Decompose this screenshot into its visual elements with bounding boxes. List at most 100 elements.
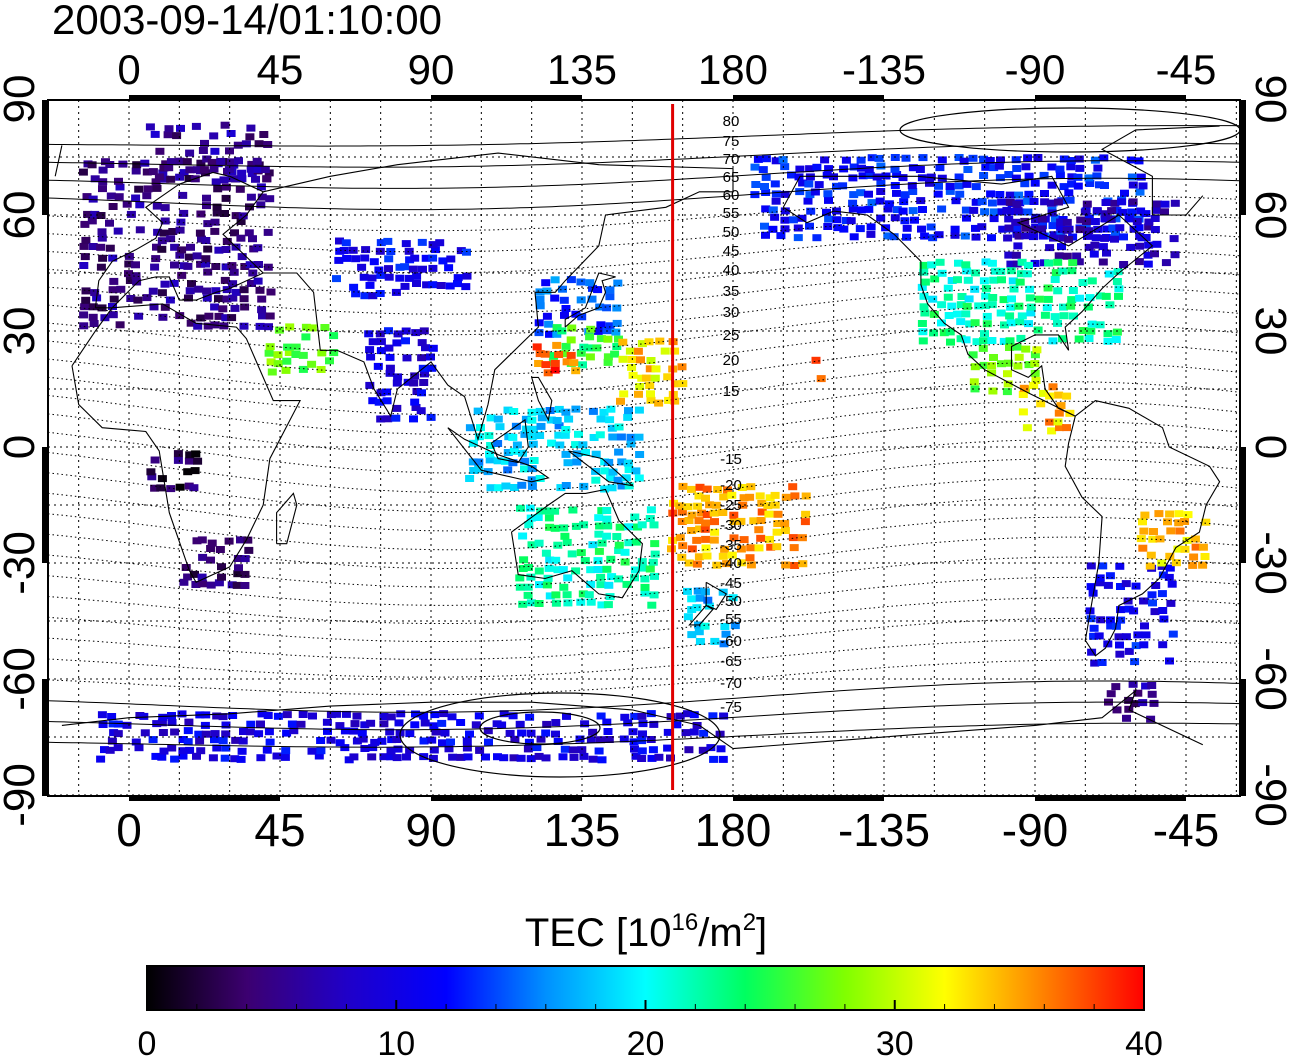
coastline-11 — [61, 688, 1204, 750]
tec-region-antarctica-coast — [96, 710, 729, 764]
colorbar-ticks: 0 10 20 30 40 — [138, 1000, 1163, 1057]
colorbar-tick-20: 20 — [627, 1025, 665, 1057]
top-tick-2: 90 — [408, 46, 455, 93]
contour-label-n50: 50 — [723, 224, 740, 241]
top-tick-6: -90 — [1005, 46, 1066, 93]
contour-label-n25: 25 — [723, 327, 740, 344]
contour-label-n45: 45 — [723, 243, 740, 260]
coastline-3 — [564, 272, 616, 328]
colorbar-tick-0: 0 — [138, 1025, 157, 1057]
contour-label-n30: 30 — [723, 304, 740, 321]
colorbar-title-suffix: ] — [756, 911, 767, 955]
coastline-2 — [263, 152, 734, 442]
contour-label-n65: 65 — [723, 169, 740, 186]
contour-label-n15: 15 — [723, 383, 740, 400]
left-tick-4: -30 — [0, 531, 44, 595]
right-tick-6: -90 — [1246, 763, 1292, 827]
contour-label-s35: -35 — [720, 537, 742, 554]
bottom-tick-1: 45 — [254, 804, 305, 856]
tec-region-central-africa — [146, 450, 203, 493]
coastline-15 — [531, 376, 553, 422]
left-tick-2: 30 — [0, 307, 44, 356]
coastline-5 — [705, 581, 728, 611]
tec-region-scandinavia-arctic — [145, 121, 273, 183]
bottom-tick-0: 0 — [116, 804, 142, 856]
colorbar-title: TEC [1016/m2] — [525, 909, 767, 955]
left-tick-3: 0 — [0, 435, 44, 459]
tec-region-north-pacific — [616, 337, 688, 407]
colorbar-title-unit-exponent: 2 — [743, 909, 756, 936]
tec-region-okinawa — [532, 341, 581, 377]
right-tick-4: -30 — [1246, 531, 1292, 595]
left-tick-5: -60 — [0, 647, 44, 711]
colorbar-tick-30: 30 — [876, 1025, 914, 1057]
contour-label-s70: -70 — [720, 675, 742, 692]
top-longitude-ticks: 0 45 90 135 180 -135 -90 -45 — [117, 46, 1216, 93]
bottom-tick-2: 90 — [405, 804, 456, 856]
coastline-13 — [490, 418, 529, 464]
coastline-9 — [54, 125, 1220, 216]
contour-label-s20: -20 — [720, 477, 742, 494]
top-tick-4: 180 — [698, 46, 768, 93]
right-tick-5: -60 — [1246, 647, 1292, 711]
contour-label-s25: -25 — [720, 497, 742, 514]
colorbar-gradient — [146, 965, 1145, 1011]
contour-label-s60: -60 — [720, 633, 742, 650]
right-tick-1: 60 — [1246, 191, 1292, 240]
right-tick-3: 0 — [1246, 435, 1292, 459]
frame-tick-bars — [42, 95, 1246, 801]
timestamp-title: 2003-09-14/01:10:00 — [52, 0, 442, 43]
contour-label-n80: 80 — [723, 113, 740, 130]
coastline-14 — [568, 450, 635, 487]
coastline-12 — [447, 427, 550, 483]
contour-label-s50: -50 — [720, 593, 742, 610]
contour-label-n55: 55 — [723, 205, 740, 222]
contour-label-s30: -30 — [720, 517, 742, 534]
contour-label-n70: 70 — [723, 151, 740, 168]
bottom-tick-6: -90 — [1002, 804, 1068, 856]
contour-label-n60: 60 — [723, 187, 740, 204]
contour-label-n35: 35 — [723, 283, 740, 300]
bottom-tick-4: 180 — [695, 804, 772, 856]
bottom-tick-5: -135 — [838, 804, 930, 856]
tec-region-canada-east — [1002, 198, 1180, 268]
coastlines — [54, 125, 1221, 750]
contour-label-s45: -45 — [720, 575, 742, 592]
contour-label-n75: 75 — [723, 133, 740, 150]
tec-region-india — [364, 327, 438, 423]
coastline-0 — [94, 171, 265, 309]
contour-label-s40: -40 — [720, 555, 742, 572]
contour-label-s55: -55 — [720, 611, 742, 628]
right-tick-0: 90 — [1246, 75, 1292, 124]
tec-region-japan-south — [548, 324, 623, 369]
coastline-6 — [688, 605, 714, 626]
tec-region-indonesia — [465, 405, 645, 493]
tec-region-south-africa — [179, 536, 254, 589]
top-tick-1: 45 — [257, 46, 304, 93]
tec-region-hawaii — [811, 356, 826, 383]
colorbar-tick-10: 10 — [377, 1025, 415, 1057]
contour-label-n40: 40 — [723, 262, 740, 279]
coastline-10 — [276, 492, 298, 545]
magnetic-contours — [48, 107, 1240, 778]
left-tick-1: 60 — [0, 191, 44, 240]
tec-region-southwest-pacific — [667, 482, 811, 569]
contour-label-s15: -15 — [720, 451, 742, 468]
tec-region-antarctic-peninsula — [1104, 680, 1159, 723]
bottom-tick-3: 135 — [544, 804, 621, 856]
right-tick-2: 30 — [1246, 307, 1292, 356]
colorbar: TEC [1016/m2] 0 10 20 30 40 — [138, 909, 1163, 1057]
contour-label-s75: -75 — [720, 699, 742, 716]
contour-label-n20: 20 — [723, 352, 740, 369]
coastline-7 — [782, 175, 1154, 417]
colorbar-title-exponent: 16 — [672, 909, 699, 936]
colorbar-title-unit: /m — [698, 911, 742, 955]
top-tick-7: -45 — [1156, 46, 1217, 93]
coastline-4 — [510, 488, 643, 599]
colorbar-tick-40: 40 — [1125, 1025, 1163, 1057]
left-tick-0: 90 — [0, 75, 44, 124]
top-tick-5: -135 — [842, 46, 926, 93]
left-latitude-ticks: 90 60 30 0 -30 -60 -90 — [0, 75, 44, 827]
